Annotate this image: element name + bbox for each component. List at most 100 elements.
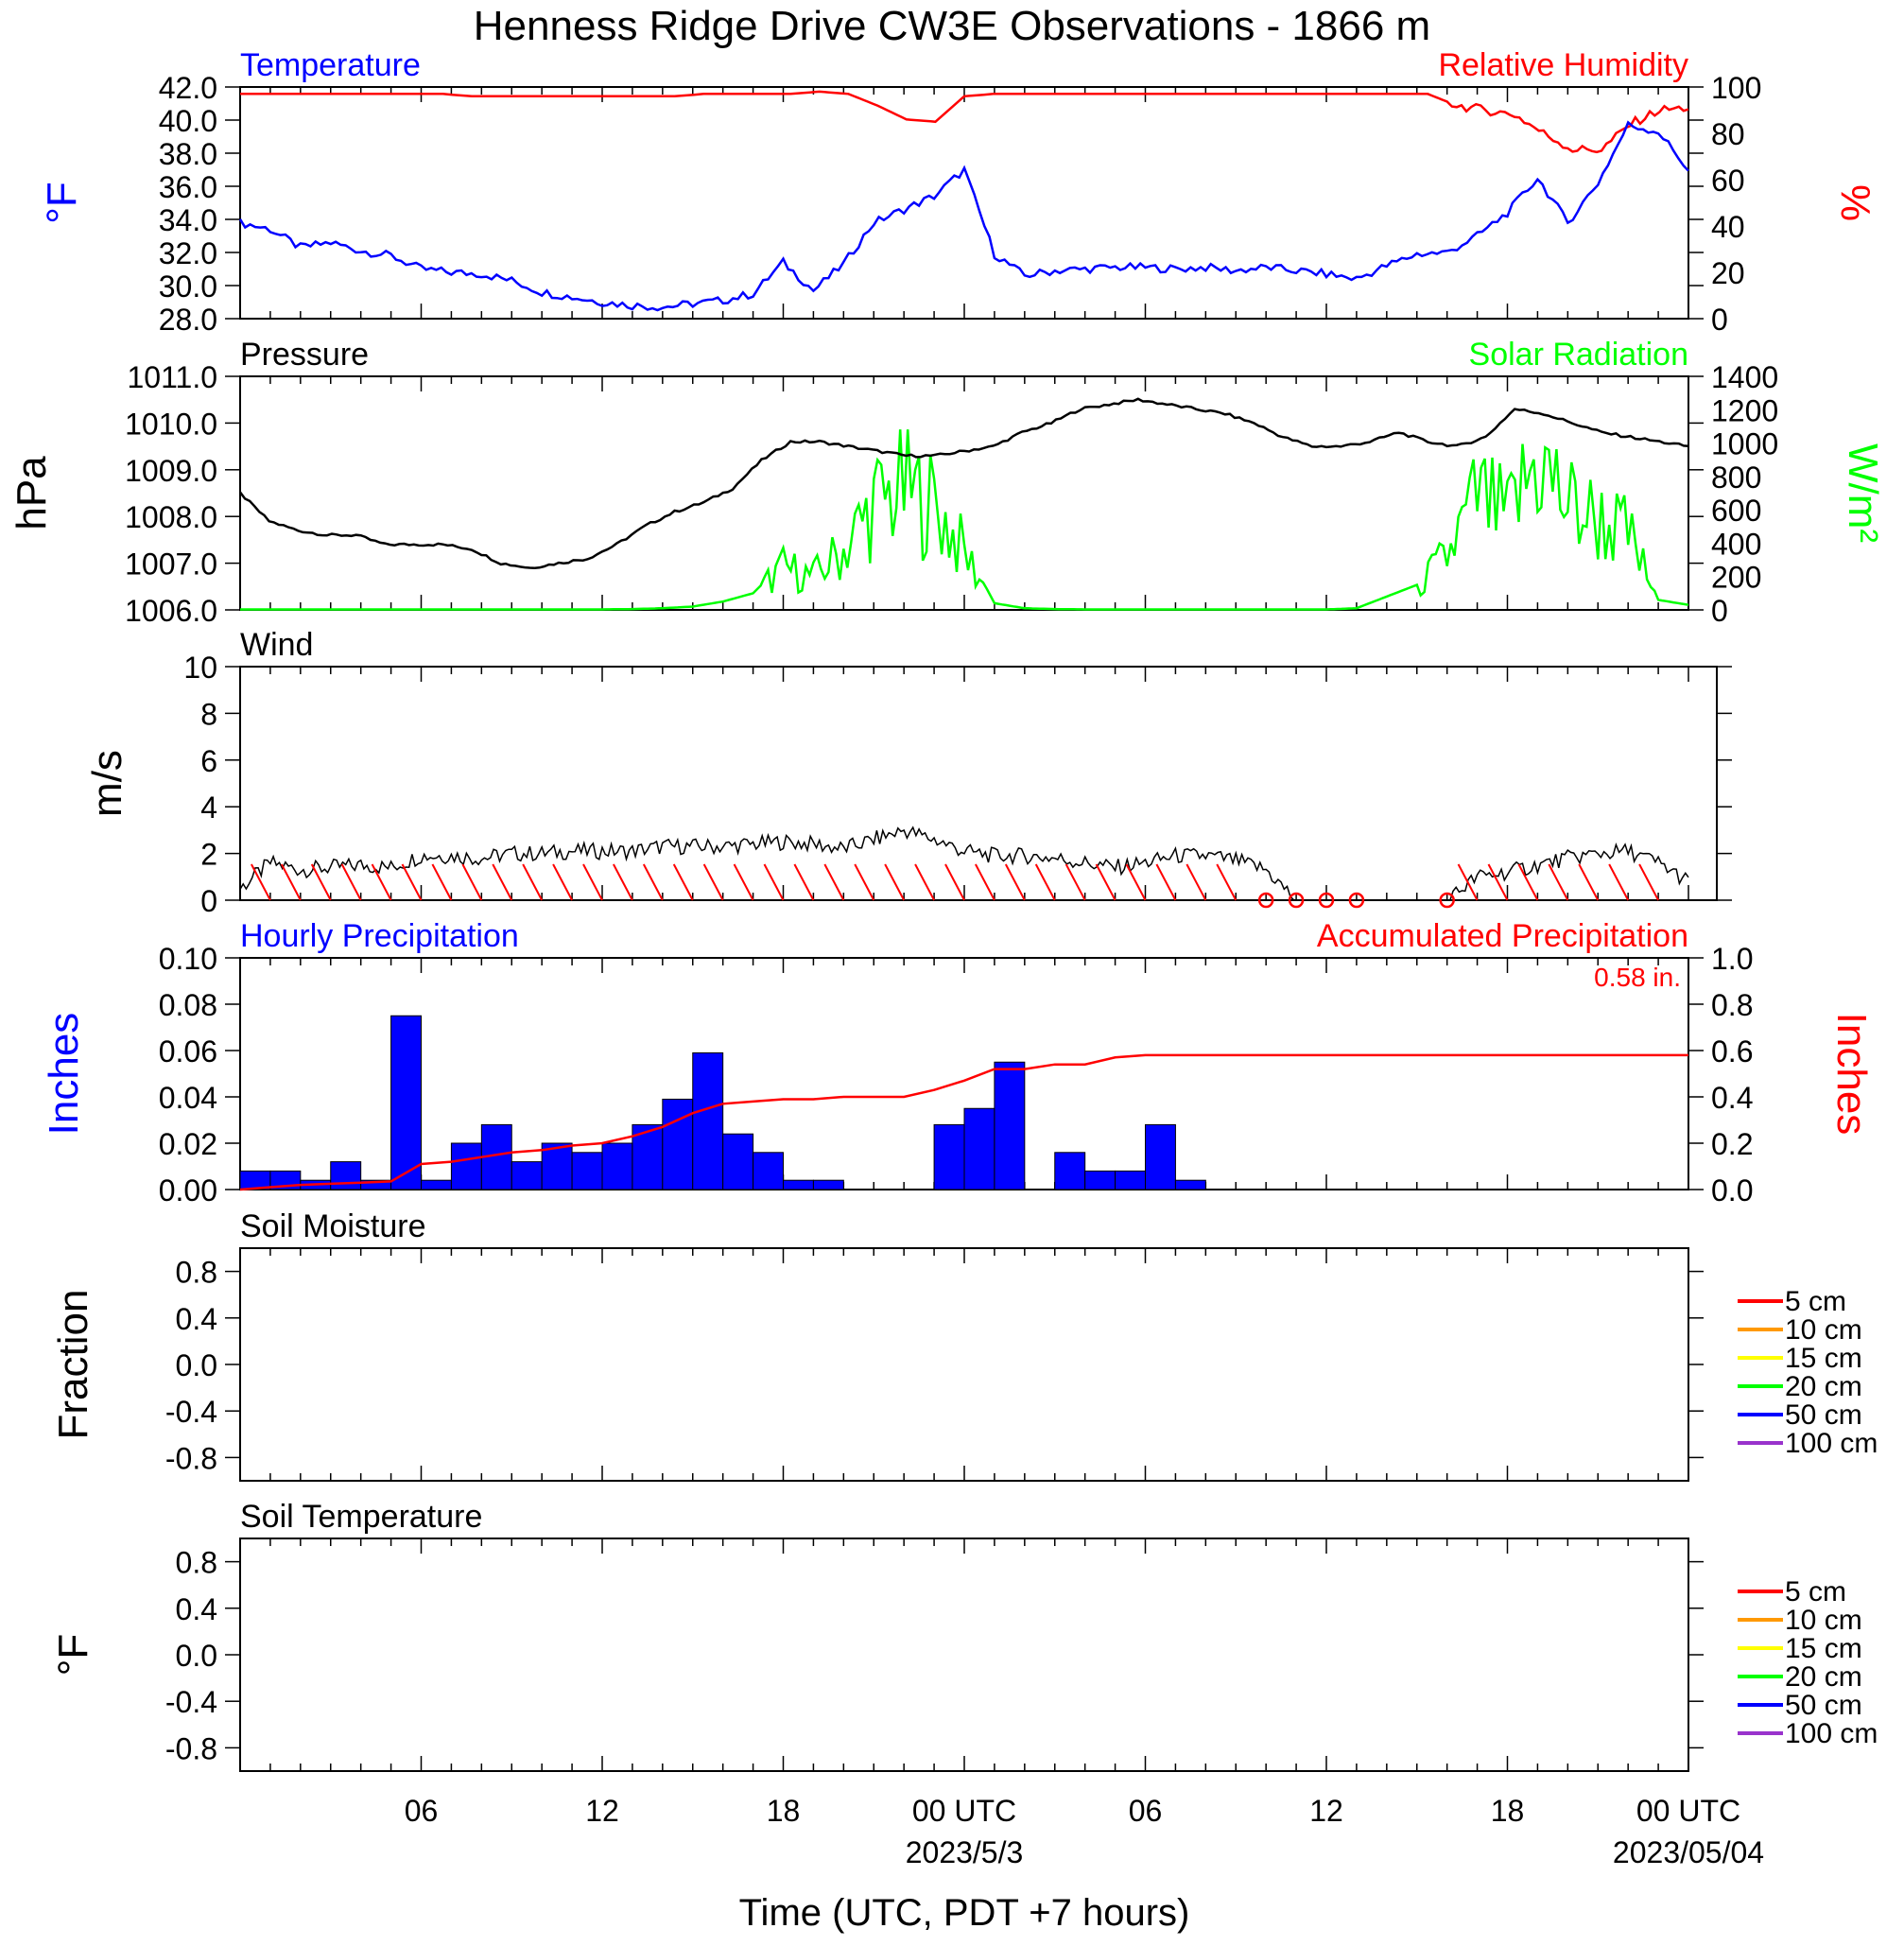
panel-frame: [239, 666, 1718, 901]
x-tick-label: 12: [585, 1794, 619, 1828]
panel-title-left: Soil Moisture: [240, 1208, 426, 1244]
y-tick-label-left: 0.00: [159, 1173, 217, 1208]
y-tick-label-left: 0.8: [176, 1546, 217, 1580]
legend-label: 5 cm: [1785, 1576, 1846, 1607]
y-axis-label-right: W/m²: [1840, 443, 1886, 543]
pressure-line: [238, 397, 1689, 569]
wind-direction-staff: [1548, 863, 1569, 901]
wind-direction-staff: [371, 863, 392, 901]
precip-bar: [390, 1015, 423, 1190]
legend-label: 20 cm: [1785, 1661, 1862, 1693]
panel-5: 0.8 0.4 0.0 -0.4 -0.8 Soil Moisture Fraction 5 …: [50, 1208, 1878, 1482]
x-tick-label: 06: [1129, 1794, 1163, 1828]
legend-label: 50 cm: [1785, 1690, 1862, 1721]
precip-bar: [511, 1161, 543, 1190]
panel-title-right: Solar Radiation: [1469, 337, 1688, 373]
y-tick-label-left: 1010.0: [125, 407, 217, 441]
precip-bar: [662, 1098, 694, 1190]
y-tick-label-right: 0.4: [1711, 1081, 1753, 1115]
y-tick-label-left: 42.0: [159, 71, 217, 105]
y-tick-label-left: -0.8: [165, 1441, 217, 1475]
y-tick-label-left: 0.02: [159, 1127, 217, 1161]
y-tick-label-right: 0: [1711, 594, 1728, 628]
y-axis-label-left: °F: [39, 182, 85, 223]
wind-direction-staff: [1608, 863, 1630, 901]
y-tick-label-left: 8: [200, 697, 217, 731]
y-tick-label-left: 0.8: [176, 1256, 217, 1290]
wind-direction-staff: [1125, 863, 1147, 901]
precip-bar: [1084, 1170, 1116, 1190]
precip-bar: [571, 1152, 603, 1190]
y-tick-label-right: 0.0: [1711, 1173, 1753, 1208]
precip-bar: [692, 1051, 724, 1190]
y-tick-label-right: 0.6: [1711, 1034, 1753, 1069]
wind-direction-staff: [1004, 863, 1026, 901]
panel-3: 10 8 6 4 2 0 Wind m/s: [84, 627, 1732, 918]
precip-bar: [783, 1179, 814, 1190]
wind-direction-staff: [401, 863, 423, 901]
y-tick-label-left: 0: [200, 884, 217, 918]
wind-direction-staff: [340, 863, 362, 901]
x-tick-label: 06: [405, 1794, 439, 1828]
panel-4: 0.10 0.08 0.06 0.04 0.02 0.00 1.0 0.8 0.6 0.4 0.2 0…: [41, 918, 1875, 1208]
y-tick-label-left: 2: [200, 838, 217, 872]
legend-label: 15 cm: [1785, 1343, 1862, 1374]
wind-direction-staff: [642, 863, 664, 901]
legend-label: 100 cm: [1785, 1718, 1878, 1749]
x-tick-label: 18: [1491, 1794, 1525, 1828]
wind-direction-staff: [1095, 863, 1116, 901]
y-tick-label-left: 0.4: [176, 1302, 217, 1336]
panel-title-left: Wind: [240, 627, 313, 663]
legend-label: 20 cm: [1785, 1371, 1862, 1402]
panel-frame: [239, 86, 1689, 320]
y-tick-label-right: 1200: [1711, 393, 1778, 427]
x-tick-label: 00 UTC: [1636, 1794, 1740, 1828]
calm-wind-marker: [1348, 892, 1365, 909]
legend-label: 10 cm: [1785, 1605, 1862, 1636]
panel-title-right: Accumulated Precipitation: [1317, 918, 1688, 954]
x-tick-label: 18: [767, 1794, 801, 1828]
legend-label: 5 cm: [1785, 1286, 1846, 1317]
panel-frame: [239, 1247, 1689, 1482]
wind-speed-line: [239, 825, 1689, 901]
wind-direction-staff: [552, 863, 573, 901]
y-tick-label-left: 0.4: [176, 1592, 217, 1626]
precip-bar: [933, 1123, 965, 1190]
wind-direction-staff: [1065, 863, 1086, 901]
y-axis-label-left: Inches: [41, 1013, 87, 1136]
y-tick-label-right: 200: [1711, 561, 1761, 595]
y-axis-label-left: m/s: [84, 750, 130, 817]
y-tick-label-right: 80: [1711, 117, 1745, 151]
precip-bar: [330, 1161, 362, 1190]
precip-bar: [994, 1061, 1026, 1190]
panel-title-left: Pressure: [240, 337, 369, 373]
precip-bar: [812, 1179, 844, 1190]
precip-bar: [450, 1142, 482, 1190]
panel-frame: [239, 375, 1689, 611]
y-tick-label-left: -0.4: [165, 1395, 217, 1429]
wind-direction-staff: [1186, 863, 1207, 901]
y-tick-label-left: 0.06: [159, 1034, 217, 1069]
x-axis-label: Time (UTC, PDT +7 hours): [739, 1892, 1190, 1934]
wind-direction-staff: [1034, 863, 1056, 901]
y-axis-label-right: %: [1832, 184, 1878, 221]
figure-title: Henness Ridge Drive CW3E Observations - …: [474, 3, 1430, 49]
calm-wind-marker: [1257, 892, 1274, 909]
wind-direction-staff: [1216, 863, 1238, 901]
wind-direction-staff: [823, 863, 845, 901]
y-tick-label-left: 38.0: [159, 137, 217, 171]
wind-direction-staff: [522, 863, 544, 901]
y-tick-label-right: 800: [1711, 460, 1761, 495]
panel-1: 42.040.038.036.034.032.030.028.0 100 80 60 4…: [39, 47, 1878, 337]
accumulated-total-label: 0.58 in.: [1594, 963, 1681, 992]
y-tick-label-left: 6: [200, 744, 217, 778]
y-tick-label-left: 34.0: [159, 203, 217, 237]
panel-title-left: Soil Temperature: [240, 1499, 482, 1535]
wind-direction-staff: [1457, 863, 1479, 901]
precip-bar: [541, 1142, 573, 1190]
wind-direction-staff: [854, 863, 875, 901]
precip-bar: [601, 1142, 633, 1190]
